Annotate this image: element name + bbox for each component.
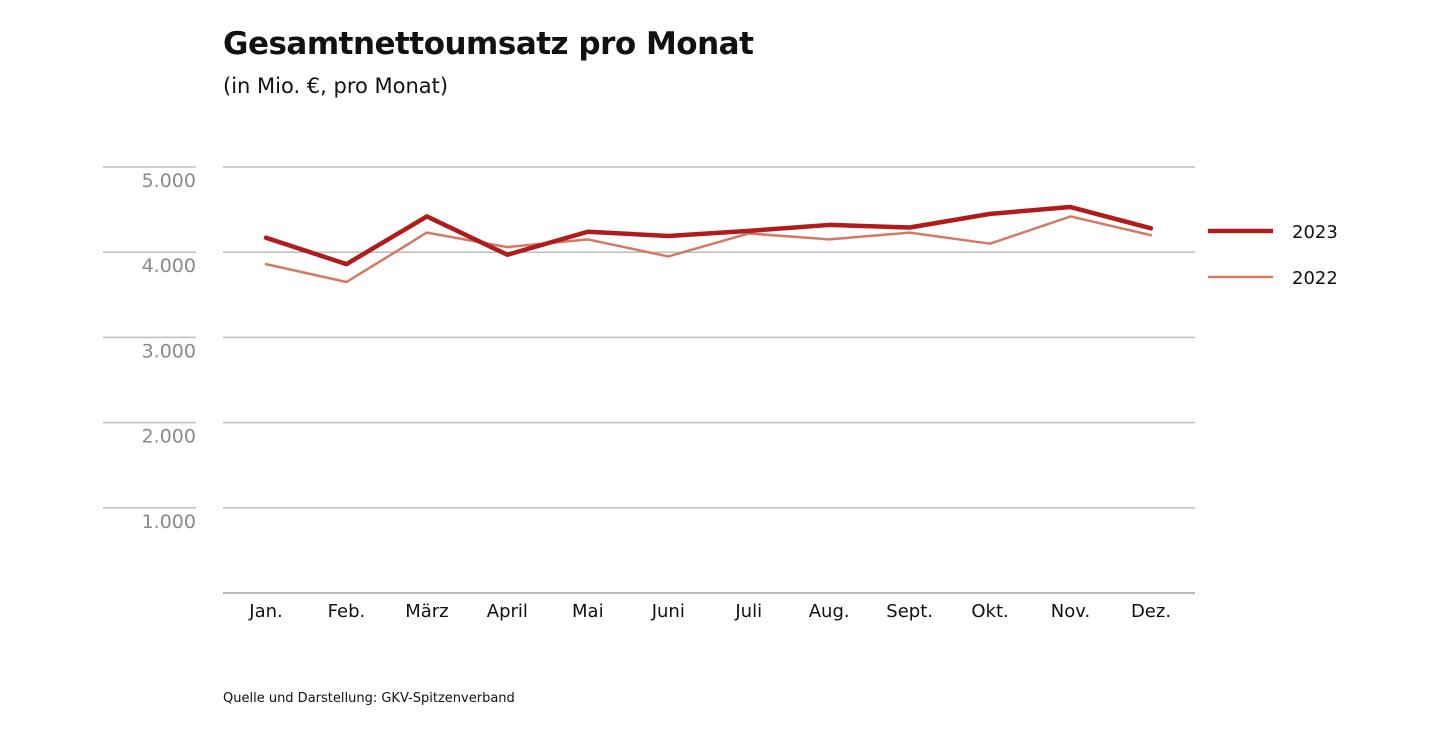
data-series bbox=[263, 204, 1154, 284]
chart-title: Gesamtnettoumsatz pro Monat bbox=[223, 26, 754, 62]
legend-label: 2022 bbox=[1292, 268, 1338, 289]
x-tick-label: Juli bbox=[734, 601, 762, 622]
x-tick-label: März bbox=[405, 601, 448, 622]
x-tick-label: Sept. bbox=[886, 601, 933, 622]
legend: 2023 2022 bbox=[1208, 222, 1338, 289]
chart-subtitle: (in Mio. €, pro Monat) bbox=[223, 74, 449, 98]
gridlines bbox=[103, 166, 1195, 594]
x-tick-label: Okt. bbox=[971, 601, 1008, 622]
x-tick-label: Juni bbox=[651, 601, 685, 622]
series-line-2022 bbox=[264, 215, 1153, 284]
series-line-2023 bbox=[263, 204, 1154, 267]
legend-label: 2023 bbox=[1292, 222, 1338, 243]
x-axis-tick-labels: Jan. Feb. März April Mai Juni Juli Aug. Sept. Okt… bbox=[248, 601, 1171, 622]
source-note: Quelle und Darstellung: GKV-Spitzenverba… bbox=[223, 691, 515, 706]
y-tick-label: 5.000 bbox=[142, 170, 196, 192]
x-tick-label: Jan. bbox=[248, 601, 282, 622]
x-tick-label: Mai bbox=[572, 601, 604, 622]
y-tick-label: 1.000 bbox=[142, 511, 196, 533]
y-tick-label: 4.000 bbox=[142, 255, 196, 277]
y-axis-tick-labels: 1.000 2.000 3.000 4.000 5.000 bbox=[142, 170, 196, 533]
x-tick-label: Aug. bbox=[809, 601, 850, 622]
x-tick-label: Nov. bbox=[1051, 601, 1090, 622]
x-tick-label: Dez. bbox=[1131, 601, 1171, 622]
x-tick-label: April bbox=[487, 601, 528, 622]
x-tick-label: Feb. bbox=[328, 601, 366, 622]
y-tick-label: 3.000 bbox=[142, 340, 196, 362]
y-tick-label: 2.000 bbox=[142, 426, 196, 448]
